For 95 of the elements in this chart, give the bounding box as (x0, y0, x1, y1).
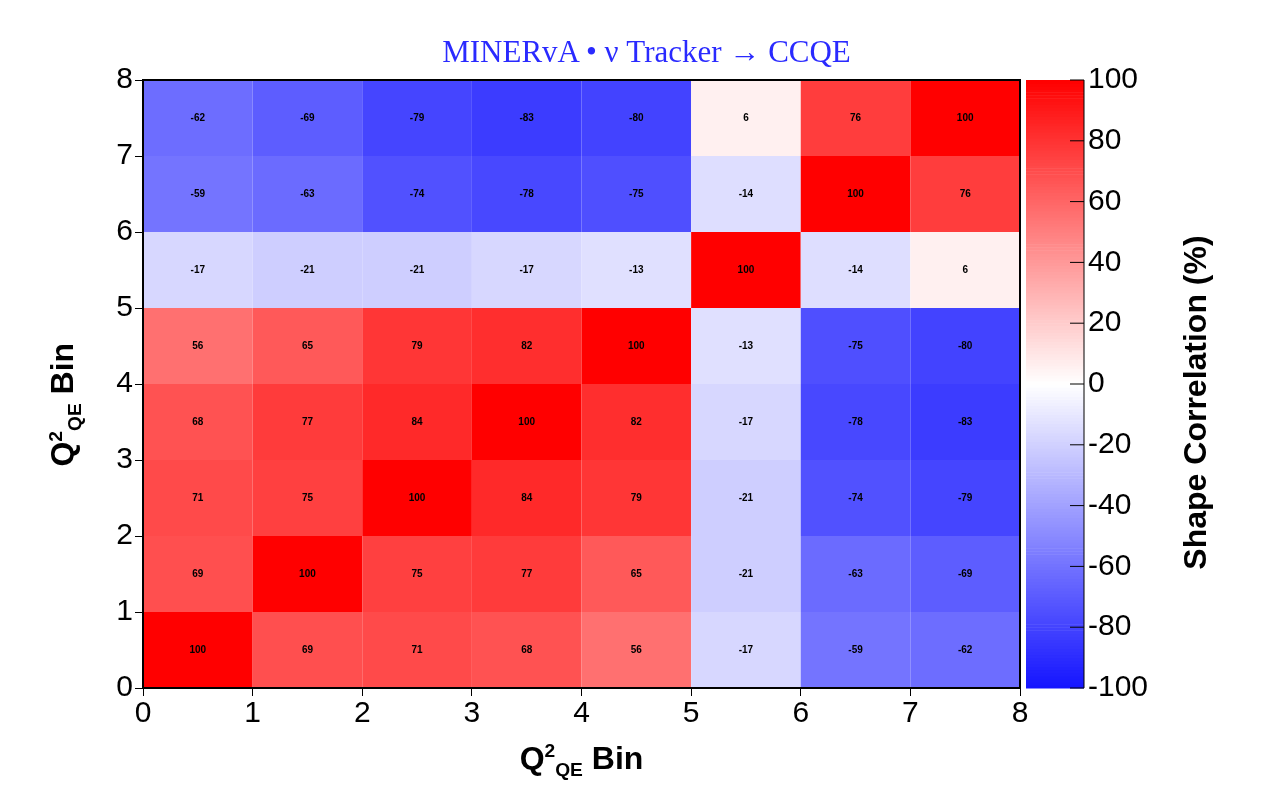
data-label: -80 (957, 339, 973, 351)
data-label: -63 (300, 187, 316, 199)
data-label: 82 (521, 339, 533, 351)
data-label: -78 (519, 187, 535, 199)
data-label: -75 (848, 339, 864, 351)
data-label: -69 (300, 111, 316, 123)
data-label: -14 (848, 263, 864, 275)
data-label: 69 (301, 643, 314, 655)
data-label: -17 (738, 643, 754, 655)
x-tick-label: 4 (573, 695, 590, 729)
data-label: -62 (190, 111, 206, 123)
data-label: 79 (411, 339, 424, 351)
data-label: 82 (630, 415, 643, 427)
data-label: 75 (411, 567, 424, 579)
data-label: -75 (629, 187, 644, 199)
y-tick-label: 8 (116, 61, 133, 95)
data-label: 71 (192, 491, 204, 503)
data-label: -83 (957, 415, 973, 427)
data-label: -21 (738, 567, 754, 579)
data-label: 56 (630, 643, 643, 655)
data-label: 56 (192, 339, 204, 351)
data-label: 100 (847, 187, 865, 199)
data-label: 100 (408, 491, 426, 503)
data-label: -69 (957, 567, 973, 579)
color-bar-label: 60 (1088, 182, 1122, 216)
data-label: 68 (521, 643, 533, 655)
color-bar-label: -100 (1088, 669, 1149, 703)
color-bar-label: 40 (1088, 243, 1122, 277)
x-tick-label: 5 (682, 695, 700, 729)
color-bar-label: 100 (1088, 61, 1139, 95)
y-tick-label: 4 (116, 365, 133, 399)
data-label: -17 (738, 415, 754, 427)
data-label: -14 (738, 187, 754, 199)
y-tick-label: 1 (116, 593, 133, 627)
data-label: -74 (409, 187, 425, 199)
color-bar-label: -80 (1088, 608, 1132, 642)
color-bar-label: 80 (1088, 122, 1122, 156)
x-tick-label: 7 (902, 695, 919, 729)
color-bar-label: 0 (1088, 365, 1105, 399)
data-label: 6 (743, 111, 750, 123)
data-label: -79 (957, 491, 973, 503)
y-tick-label: 6 (116, 213, 133, 247)
x-axis-title: Q$^{2}$$_{QE}$ Bin (518, 740, 645, 782)
data-label: 69 (192, 567, 204, 579)
data-label: -17 (519, 263, 535, 275)
data-label: 76 (959, 187, 972, 199)
color-bar-label: -20 (1088, 426, 1132, 460)
data-label: 100 (299, 567, 317, 579)
data-label: 100 (189, 643, 207, 655)
data-label: 65 (301, 339, 314, 351)
data-label: -80 (629, 111, 644, 123)
x-tick-label: 2 (353, 695, 371, 729)
data-label: 100 (518, 415, 536, 427)
data-label: 100 (737, 263, 755, 275)
color-bar-label: 20 (1088, 304, 1122, 338)
y-tick-label: 3 (116, 441, 133, 475)
data-label: -17 (190, 263, 206, 275)
x-tick-label: 1 (244, 695, 261, 729)
data-label: -21 (300, 263, 316, 275)
data-label: 6 (962, 263, 969, 275)
data-label: -79 (409, 111, 425, 123)
chart-title: MINERvA • ν Tracker → CCQE (442, 34, 851, 69)
y-tick-label: 2 (116, 517, 133, 551)
data-label: 100 (956, 111, 974, 123)
color-bar-label: -40 (1088, 486, 1132, 520)
data-label: -13 (738, 339, 754, 351)
data-label: -74 (848, 491, 864, 503)
data-label: 75 (301, 491, 314, 503)
data-label: 77 (301, 415, 314, 427)
data-label: 100 (627, 339, 646, 351)
color-bar-title: Shape Correlation (%) (1176, 234, 1214, 572)
data-label: 84 (411, 415, 424, 427)
x-tick-label: 6 (792, 695, 810, 729)
data-label: -63 (848, 567, 864, 579)
color-bar-label: -60 (1088, 547, 1132, 581)
data-label: -59 (190, 187, 206, 199)
data-label: 71 (411, 643, 424, 655)
data-label: 77 (521, 567, 533, 579)
y-tick-label: 7 (116, 137, 133, 171)
data-label: -83 (519, 111, 535, 123)
x-tick-label: 8 (1011, 695, 1029, 729)
data-label: 79 (630, 491, 643, 503)
data-label: -21 (409, 263, 425, 275)
data-label: 65 (630, 567, 643, 579)
data-label: 84 (521, 491, 533, 503)
data-label: -21 (738, 491, 754, 503)
y-tick-label: 5 (116, 289, 133, 323)
data-label: -13 (629, 263, 644, 275)
data-label: -59 (848, 643, 864, 655)
data-label: -78 (848, 415, 864, 427)
y-tick-label: 0 (116, 669, 133, 703)
data-label: 68 (192, 415, 204, 427)
data-label: -62 (957, 643, 973, 655)
x-tick-label: 3 (463, 695, 481, 729)
data-label: 76 (850, 111, 862, 123)
